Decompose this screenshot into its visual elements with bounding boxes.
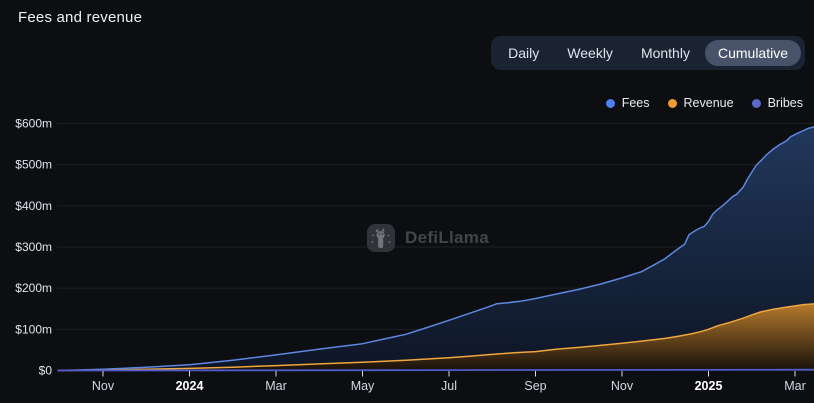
legend-item-bribes[interactable]: Bribes (751, 96, 803, 110)
x-axis-label: Sep (524, 379, 546, 393)
x-axis-label: 2025 (695, 379, 723, 393)
x-axis-label: Mar (265, 379, 287, 393)
watermark: DefiLlama (366, 223, 489, 253)
y-axis-label: $500m (15, 158, 52, 172)
legend-item-fees[interactable]: Fees (605, 96, 650, 110)
legend-label: Fees (621, 96, 650, 110)
legend-dot-bribes (751, 98, 761, 108)
y-axis-label: $400m (15, 199, 52, 213)
x-axis-label: Mar (784, 379, 806, 393)
y-axis-label: $100m (15, 322, 52, 336)
defillama-llama-logo-icon (367, 224, 395, 252)
y-axis-label: $0 (39, 364, 53, 378)
x-axis-label: Nov (92, 379, 115, 393)
legend-label: Bribes (767, 96, 803, 110)
bribes-line (57, 368, 814, 372)
legend-dot-fees (605, 98, 615, 108)
legend-dot-revenue (667, 98, 677, 108)
watermark-text: DefiLlama (405, 228, 489, 247)
x-axis-label: Jul (441, 379, 457, 393)
y-axis-label: $300m (15, 240, 52, 254)
tab-daily[interactable]: Daily (495, 40, 552, 66)
page-title: Fees and revenue (18, 9, 143, 26)
x-axis-label: 2024 (176, 379, 204, 393)
fees-area (57, 126, 814, 371)
revenue-area (57, 303, 814, 371)
revenue-line (57, 303, 814, 372)
legend-item-revenue[interactable]: Revenue (667, 96, 734, 110)
legend-label: Revenue (683, 96, 734, 110)
x-axis-label: Nov (611, 379, 634, 393)
y-axis-label: $600m (15, 117, 52, 131)
tab-monthly[interactable]: Monthly (628, 40, 703, 66)
period-tabs-group: Daily Weekly Monthly Cumulative (491, 36, 805, 70)
tab-cumulative[interactable]: Cumulative (704, 40, 801, 66)
tab-weekly[interactable]: Weekly (554, 40, 626, 66)
chart-legend: Fees Revenue Bribes (605, 96, 803, 110)
fees-line (57, 126, 814, 372)
y-axis-label: $200m (15, 281, 52, 295)
x-axis-label: May (351, 379, 375, 393)
